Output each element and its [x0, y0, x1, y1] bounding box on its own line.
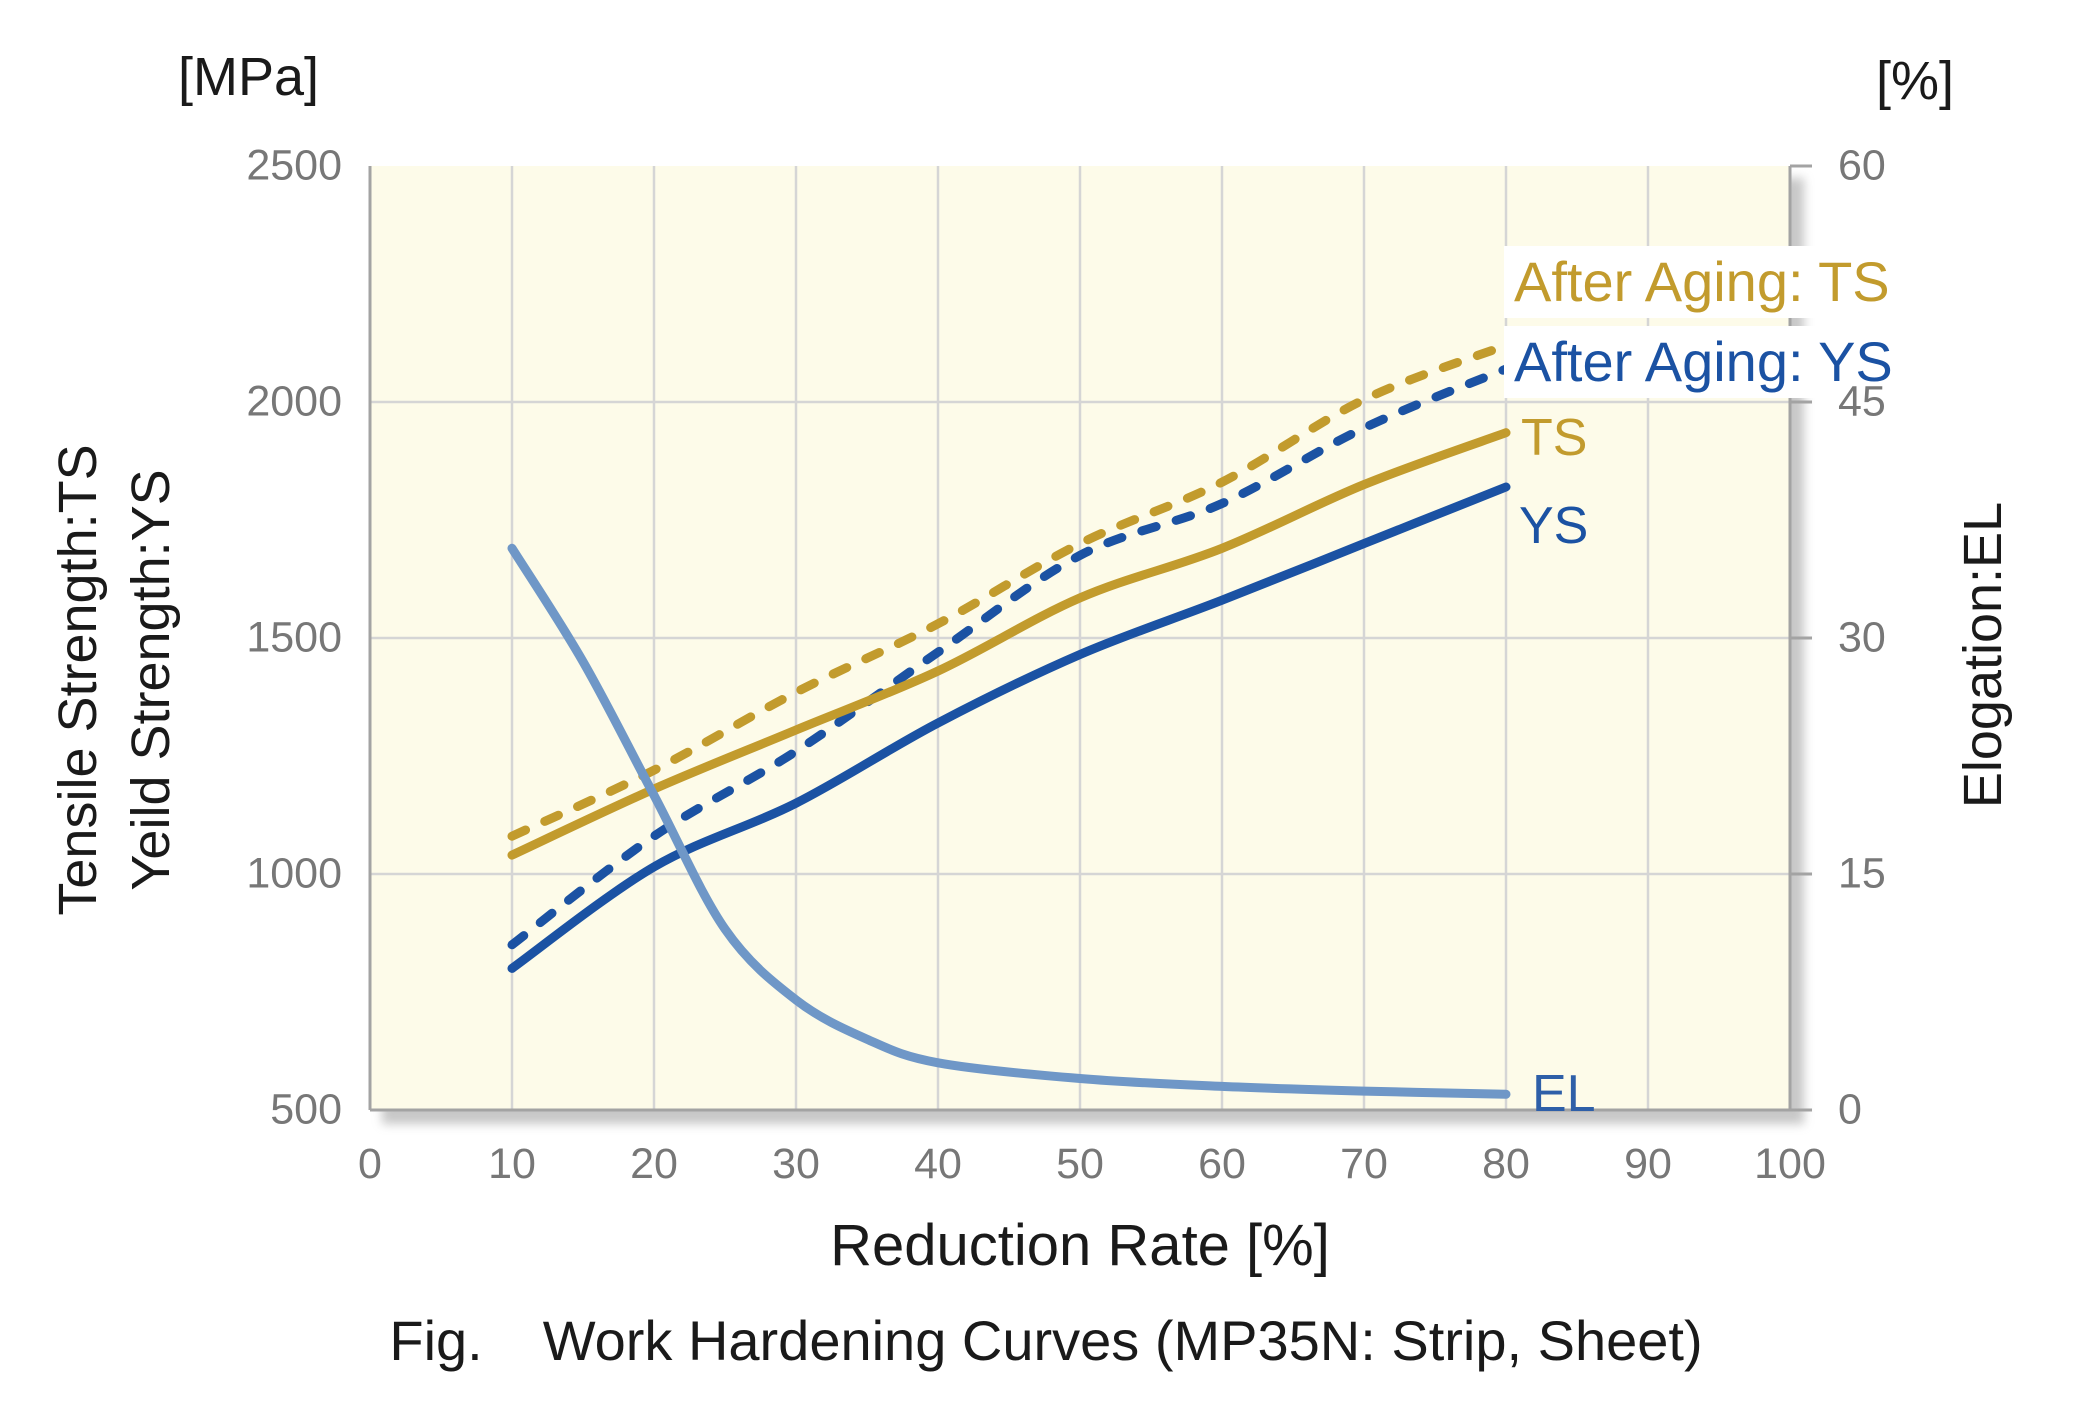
x-axis-tick-80: 80 — [1482, 1140, 1530, 1188]
left-axis-tick-500: 500 — [270, 1085, 342, 1134]
x-axis-title: Reduction Rate [%] — [830, 1213, 1330, 1278]
x-axis-tick-100: 100 — [1754, 1140, 1826, 1188]
gridlines — [370, 166, 1790, 1110]
x-axis-tick-30: 30 — [772, 1140, 820, 1188]
legend-el: EL — [1532, 1065, 1596, 1123]
caption-prefix: Fig. — [389, 1309, 483, 1372]
legend-after-aging-ys: After Aging: YS — [1504, 326, 1907, 399]
left-axis-tick-1000: 1000 — [246, 849, 342, 898]
x-axis-tick-20: 20 — [630, 1140, 678, 1188]
left-axis-tick-2500: 2500 — [246, 141, 342, 190]
legend-after-aging-ts: After Aging: TS — [1504, 246, 1904, 319]
caption-text: Work Hardening Curves (MP35N: Strip, She… — [542, 1309, 1703, 1372]
left-axis-tick-1500: 1500 — [246, 613, 342, 662]
axis-lines — [368, 164, 1812, 1112]
x-axis-tick-10: 10 — [488, 1140, 536, 1188]
right-axis-tick-60: 60 — [1838, 141, 1886, 190]
figure-caption: Fig. Work Hardening Curves (MP35N: Strip… — [0, 1308, 2092, 1373]
left-axis-tick-2000: 2000 — [246, 377, 342, 426]
legend-ys: YS — [1519, 497, 1589, 555]
right-axis-tick-15: 15 — [1838, 849, 1886, 898]
right-axis-tick-0: 0 — [1838, 1085, 1862, 1134]
legend-ts: TS — [1521, 409, 1588, 467]
x-axis-tick-90: 90 — [1624, 1140, 1672, 1188]
series-curve-after-aging-ts — [507, 340, 1511, 841]
right-axis-unit-label: [%] — [1876, 51, 1955, 111]
x-axis-tick-70: 70 — [1340, 1140, 1388, 1188]
right-axis-tick-45: 45 — [1838, 377, 1886, 426]
series-curve-after-aging-ys — [507, 364, 1511, 950]
series-curve-el — [507, 543, 1511, 1099]
left-axis-unit-label: [MPa] — [178, 47, 320, 107]
series-curve-ys — [507, 482, 1511, 973]
left-axis-title-tensile: Tensile Strength:TS — [48, 444, 108, 916]
series-curve-ts — [507, 428, 1511, 860]
right-axis-title-elongation: Elogation:EL — [1953, 501, 2013, 809]
x-axis-tick-60: 60 — [1198, 1140, 1246, 1188]
right-axis-tick-30: 30 — [1838, 613, 1886, 662]
x-axis-tick-40: 40 — [914, 1140, 962, 1188]
x-axis-tick-0: 0 — [358, 1140, 382, 1188]
left-axis-title-yield: Yeild Strength:YS — [121, 469, 181, 891]
x-axis-tick-50: 50 — [1056, 1140, 1104, 1188]
